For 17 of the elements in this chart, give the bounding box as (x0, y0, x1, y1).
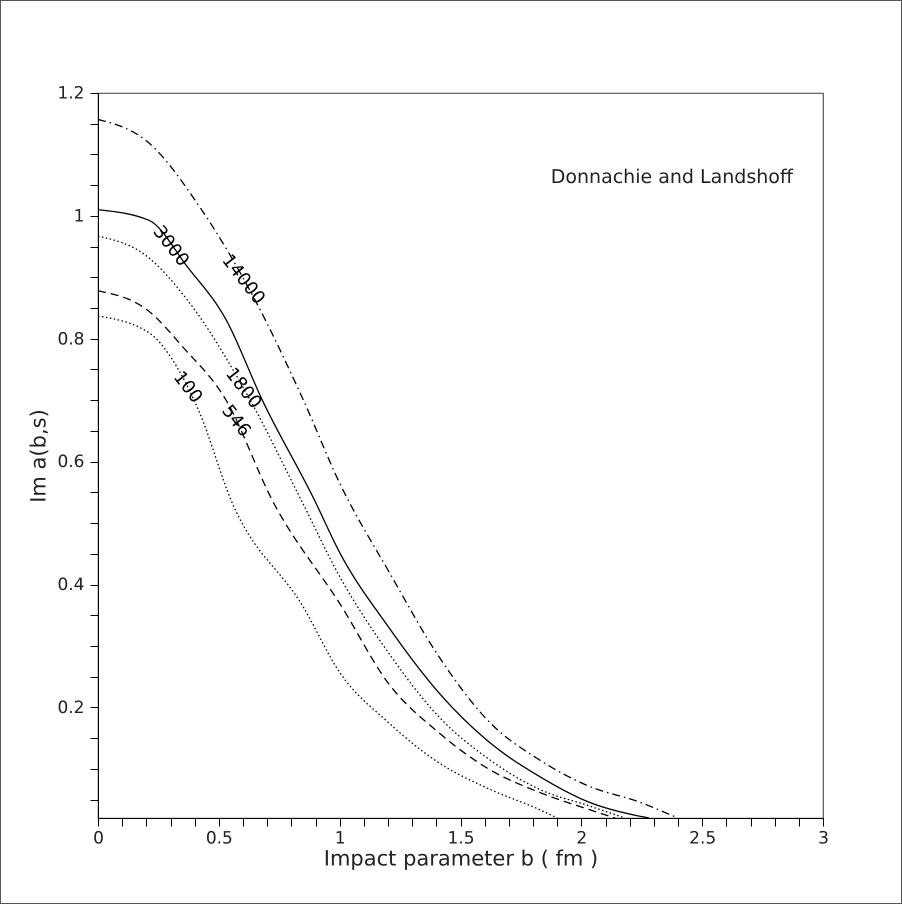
text: 100 (168, 367, 207, 408)
x-tick-label: 0.5 (206, 828, 233, 848)
y-tick-label: 0.2 (57, 698, 84, 718)
y-tick-label: 1.2 (57, 84, 84, 104)
annotation: Donnachie and Landshoff (550, 166, 794, 188)
x-tick-label: 1.5 (447, 828, 475, 848)
x-axis-title: Impact parameter b ( fm ) (324, 846, 598, 870)
x-tick-label: 2 (576, 828, 588, 848)
x-tick-label: 2.5 (689, 828, 716, 848)
x-tick-label: 1 (334, 828, 346, 848)
y-tick-label: 0.4 (57, 575, 84, 596)
y-tick-label: 0.8 (57, 329, 84, 350)
x-tick-label: 0 (93, 828, 104, 848)
x-tick-label: 3 (818, 828, 829, 848)
y-tick-label: 0.6 (57, 452, 84, 472)
y-tick-label: 1 (74, 206, 84, 226)
y-axis-title: Im a(b,s) (26, 409, 50, 503)
